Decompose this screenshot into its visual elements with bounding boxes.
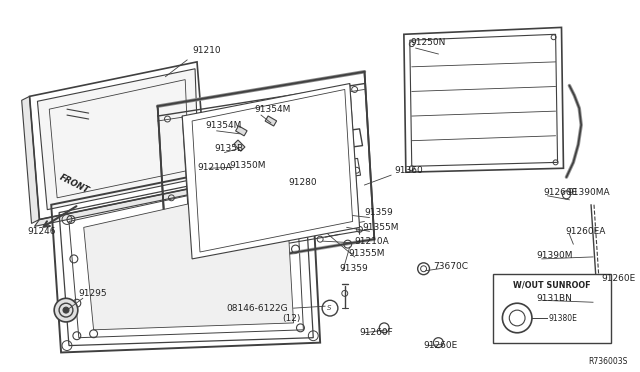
Text: 91246: 91246 — [28, 227, 56, 236]
Text: 91260E: 91260E — [601, 274, 635, 283]
Text: 91355M: 91355M — [362, 223, 399, 232]
Circle shape — [54, 298, 78, 322]
Polygon shape — [236, 126, 247, 136]
Text: 91250N: 91250N — [411, 38, 446, 46]
Text: 91295: 91295 — [79, 289, 108, 298]
Polygon shape — [182, 84, 360, 259]
Text: 9135B: 9135B — [215, 144, 244, 153]
Text: 91359: 91359 — [364, 208, 393, 217]
Text: 91210: 91210 — [192, 45, 221, 55]
Text: 91260EA: 91260EA — [565, 227, 606, 236]
Polygon shape — [69, 172, 303, 338]
Text: 91260E: 91260E — [544, 188, 578, 198]
Text: 08146-6122G: 08146-6122G — [226, 304, 287, 312]
Text: R736003S: R736003S — [588, 357, 627, 366]
Text: 91359: 91359 — [340, 264, 369, 273]
Text: 91280: 91280 — [289, 177, 317, 187]
Text: 91360: 91360 — [394, 166, 423, 175]
Text: 9131BN: 9131BN — [537, 294, 573, 303]
Text: S: S — [327, 305, 332, 311]
Polygon shape — [35, 185, 207, 227]
Text: 91354M: 91354M — [205, 121, 241, 131]
Text: 91210A: 91210A — [197, 163, 232, 172]
Text: 91260F: 91260F — [360, 328, 394, 337]
Polygon shape — [84, 182, 294, 330]
Text: 91354M: 91354M — [254, 105, 291, 114]
Text: 91350M: 91350M — [230, 161, 266, 170]
Text: 91260E: 91260E — [424, 341, 458, 350]
Text: 91380E: 91380E — [548, 314, 577, 323]
Polygon shape — [22, 96, 40, 224]
Polygon shape — [234, 140, 245, 151]
Text: (12): (12) — [282, 314, 300, 323]
Text: W/OUT SUNROOF: W/OUT SUNROOF — [513, 281, 590, 290]
Text: FRONT: FRONT — [58, 173, 90, 196]
Text: 91390MA: 91390MA — [568, 188, 610, 198]
Polygon shape — [37, 69, 199, 210]
Bar — [493, 274, 611, 343]
Polygon shape — [265, 116, 276, 126]
Text: 91355M: 91355M — [349, 250, 385, 259]
Circle shape — [63, 307, 69, 313]
Text: 73670C: 73670C — [433, 262, 468, 271]
Text: 91210A: 91210A — [355, 237, 389, 246]
Text: 91390M: 91390M — [537, 251, 573, 260]
